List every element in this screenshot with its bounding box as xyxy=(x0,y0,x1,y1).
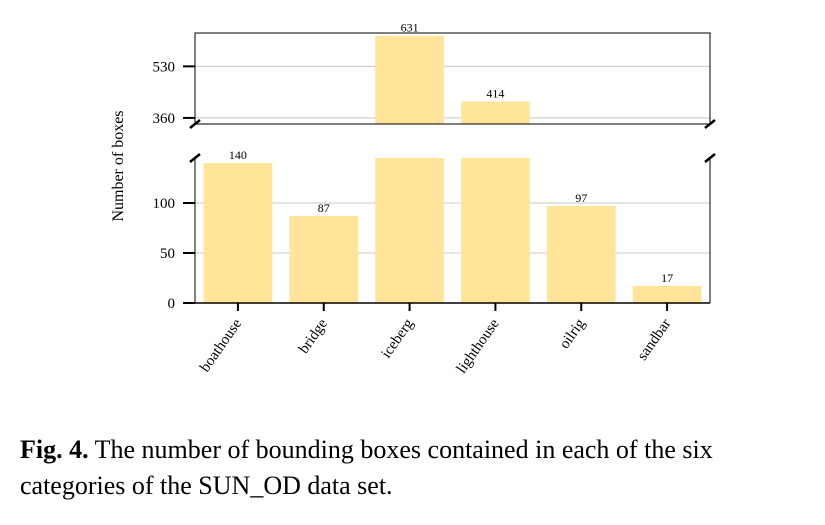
y-tick-label: 360 xyxy=(153,111,176,127)
axis-break-mark xyxy=(189,119,201,129)
y-tick-label: 100 xyxy=(153,196,176,212)
value-label: 414 xyxy=(486,87,504,101)
x-tick-label: bridge xyxy=(296,316,331,357)
figure-caption-text: The number of bounding boxes contained i… xyxy=(20,435,713,500)
axis-break-mark xyxy=(189,153,201,163)
bar-boathouse xyxy=(203,163,273,303)
value-label: 17 xyxy=(661,271,673,285)
bars xyxy=(203,35,702,303)
bar-chart: boathouse bridge iceberg lighthouse oilrig sa… xyxy=(110,21,716,377)
bar-iceberg xyxy=(375,158,444,303)
axis-break-mark xyxy=(704,119,716,129)
y-tick-label: 50 xyxy=(160,246,175,262)
y-axis-label: Number of boxes xyxy=(110,110,127,221)
figure-caption: Fig. 4. The number of bounding boxes con… xyxy=(20,432,820,504)
bar-lighthouse xyxy=(461,158,530,303)
y-tick-label: 0 xyxy=(168,296,176,312)
value-labels: 140 87 631 414 97 17 xyxy=(229,21,673,285)
value-label: 140 xyxy=(229,148,247,162)
axes-frames xyxy=(183,32,716,304)
bar-bridge xyxy=(289,216,359,303)
upper-axes-frame xyxy=(194,32,711,125)
x-tick-label: oilrig xyxy=(557,316,589,352)
x-tick-label: sandbar xyxy=(634,316,674,363)
y-tick-label: 530 xyxy=(153,59,176,75)
bar-upper-lighthouse xyxy=(461,101,530,124)
bar-upper-iceberg xyxy=(375,35,444,125)
x-tick-label: iceberg xyxy=(379,316,418,362)
value-label: 97 xyxy=(575,191,587,205)
value-label: 87 xyxy=(318,201,330,215)
figure-caption-label: Fig. 4. xyxy=(20,435,89,464)
bar-oilrig xyxy=(546,206,616,303)
x-tick-label: lighthouse xyxy=(454,316,503,377)
axis-break-mark xyxy=(704,153,716,163)
x-tick-label: boathouse xyxy=(197,316,245,375)
upper-gridlines xyxy=(195,65,710,119)
value-label: 631 xyxy=(401,21,419,35)
bar-sandbar xyxy=(632,286,702,303)
